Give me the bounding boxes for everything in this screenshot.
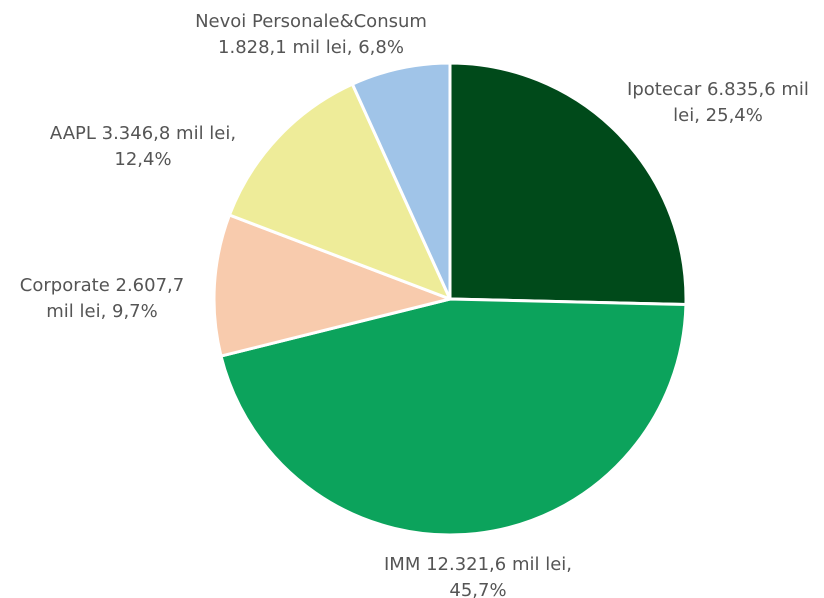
slice-label-line: Ipotecar 6.835,6 mil <box>627 79 809 100</box>
slice-label-line: IMM 12.321,6 mil lei, <box>384 554 572 575</box>
pie-slice <box>350 61 452 301</box>
slice-label-line: lei, 25,4% <box>673 105 763 126</box>
pie-slice <box>219 297 688 537</box>
slice-label: Ipotecar 6.835,6 mil lei, 25,4% <box>627 79 809 126</box>
slice-label-line: Nevoi Personale&Consum <box>195 11 427 32</box>
slice-label-line: AAPL 3.346,8 mil lei, <box>50 123 236 144</box>
slice-label: Nevoi Personale&Consum 1.828,1 mil lei, 6… <box>195 11 427 58</box>
slice-label-line: 12,4% <box>114 149 171 170</box>
slice-label-line: Corporate 2.607,7 <box>20 275 184 296</box>
slice-label-line: 1.828,1 mil lei, 6,8% <box>218 37 404 58</box>
slice-label-line: mil lei, 9,7% <box>46 301 158 322</box>
slice-label: AAPL 3.346,8 mil lei, 12,4% <box>50 123 236 170</box>
pie-slice <box>212 213 452 358</box>
slice-label-line: 45,7% <box>449 580 506 598</box>
slice-label: Corporate 2.607,7 mil lei, 9,7% <box>20 275 184 322</box>
pie-slice <box>227 82 452 301</box>
slice-label: IMM 12.321,6 mil lei, 45,7% <box>384 554 572 598</box>
pie-slice <box>448 61 688 307</box>
